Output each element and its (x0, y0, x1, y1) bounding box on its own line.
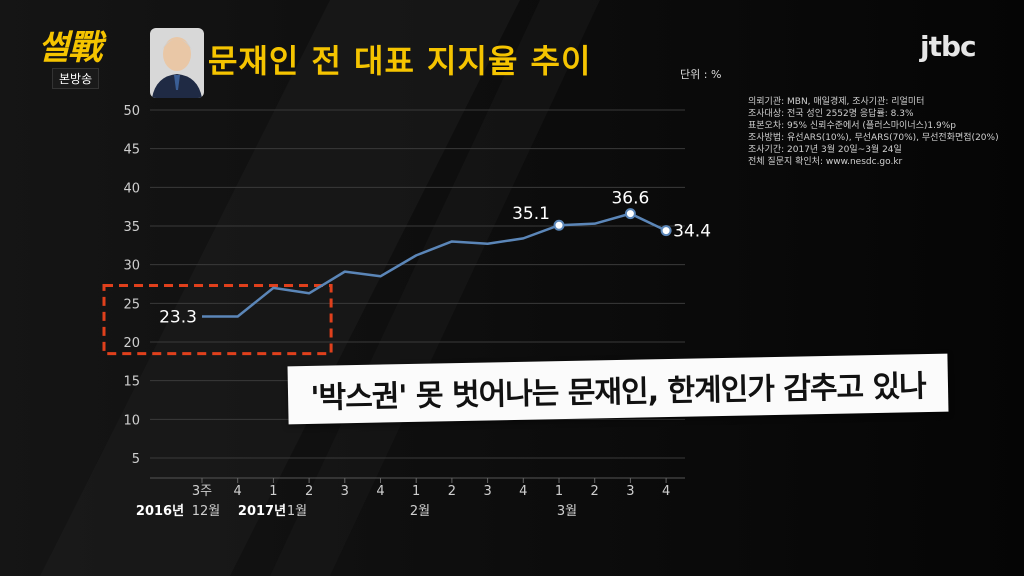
highlight-box (102, 284, 333, 356)
show-logo-subtitle: 본방송 (52, 68, 100, 89)
x-tick-label: 1 (555, 484, 563, 499)
data-label: 23.3 (159, 307, 197, 327)
y-tick-label: 15 (123, 375, 140, 390)
caption-text: '박스권' 못 벗어나는 문재인, 한계인가 감추고 있나 (310, 369, 927, 416)
data-point (553, 219, 565, 231)
y-tick-label: 5 (132, 452, 140, 467)
x-tick-label: 3 (483, 484, 491, 499)
period-year-label: 2016년 (136, 504, 184, 519)
series-line (202, 212, 667, 318)
y-tick-label: 45 (123, 143, 140, 158)
x-tick-label: 3 (626, 484, 634, 499)
y-tick-label: 20 (123, 336, 140, 351)
x-tick-label: 2 (448, 484, 456, 499)
data-label: 34.4 (673, 222, 711, 242)
x-tick-label: 1 (412, 484, 420, 499)
data-label: 36.6 (611, 189, 649, 209)
y-tick-label: 25 (123, 297, 140, 312)
x-tick-label: 3 (341, 484, 349, 499)
y-tick-label: 40 (123, 181, 140, 196)
x-tick-label: 1 (269, 484, 277, 499)
data-point (660, 225, 672, 237)
y-tick-label: 35 (123, 220, 140, 235)
data-point (624, 208, 636, 220)
source-line: 조사방법: 유선ARS(10%), 무선ARS(70%), 무선전화면접(20%… (748, 133, 999, 143)
period-month-label: 3월 (557, 504, 577, 519)
data-label: 35.1 (512, 204, 550, 224)
y-tick-label: 30 (123, 259, 140, 274)
source-line: 조사대상: 전국 성인 2552명 응답률: 8.3% (748, 109, 914, 119)
portrait-icon (150, 28, 204, 98)
period-month-label: 12월 (192, 504, 221, 519)
survey-source-notes: 의뢰기관: MBN, 매일경제, 조사기관: 리얼미터 조사대상: 전국 성인 … (748, 96, 1018, 168)
period-year-label: 2017년 (238, 504, 286, 519)
show-logo-text: 썰戰 (38, 28, 102, 68)
period-month-label: 2월 (410, 504, 430, 519)
x-tick-label: 4 (234, 484, 242, 499)
source-line: 전체 질문지 확인처: www.nesdc.go.kr (748, 157, 903, 167)
x-tick-label: 4 (519, 484, 527, 499)
source-line: 조사기간: 2017년 3월 20일~3월 24일 (748, 145, 902, 155)
chart-title: 문재인 전 대표 지지율 추이 (208, 42, 592, 80)
y-tick-label: 10 (123, 413, 140, 428)
unit-label: 단위 : % (680, 68, 722, 81)
source-line: 의뢰기관: MBN, 매일경제, 조사기관: 리얼미터 (748, 97, 925, 107)
x-tick-label: 3주 (192, 484, 212, 499)
x-tick-label: 4 (662, 484, 670, 499)
source-line: 표본오차: 95% 신뢰수준에서 (플러스마이너스)1.9%p (748, 121, 956, 131)
portrait-image (150, 28, 204, 98)
x-tick-label: 4 (376, 484, 384, 499)
show-logo: 썰戰 본방송 (38, 30, 118, 89)
y-tick-label: 50 (123, 104, 140, 119)
broadcaster-logo: jtbc (920, 30, 977, 63)
x-tick-label: 2 (591, 484, 599, 499)
period-month-label: 1월 (287, 504, 307, 519)
x-tick-label: 2 (305, 484, 313, 499)
